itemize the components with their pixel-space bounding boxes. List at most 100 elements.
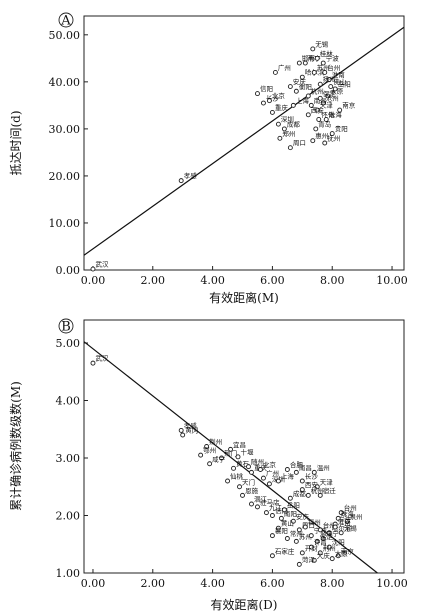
b-data-point: [269, 533, 275, 539]
b-point-label: 潜江: [254, 495, 267, 504]
a-point-label: 岳阳: [338, 79, 351, 88]
b-data-point: [332, 524, 338, 530]
a-point-label: 佛山: [333, 77, 346, 86]
b-data-point: [314, 538, 320, 544]
b-point-label: 成都: [293, 489, 307, 498]
b-data-point: [338, 530, 344, 536]
b-point-label: 驻马店: [260, 497, 280, 506]
a-y-tick-label: 40.00: [49, 76, 81, 89]
b-data-point: [240, 492, 245, 498]
a-y-tick-label: 0.00: [56, 264, 81, 277]
a-point-label: 杭州: [311, 86, 324, 95]
b-data-point: [235, 454, 241, 460]
a-data-point: [316, 117, 322, 122]
a-data-point: [296, 60, 302, 66]
b-data-point: [257, 467, 263, 472]
b-point-label: 天门: [242, 477, 255, 486]
a-data-point: [266, 98, 272, 104]
panel-a-y-ticks: 0.00 10.00 20.00 30.00 40.00 50.00: [49, 29, 88, 277]
a-x-tick-label: 2.00: [141, 274, 166, 287]
a-point-label: 衡阳: [299, 82, 312, 91]
b-point-label: 无锡: [344, 523, 358, 532]
a-data-point: [328, 84, 334, 90]
b-point-label: 宿迁: [323, 486, 337, 495]
b-data-point: [284, 536, 290, 541]
panel-b-letter-text: B: [61, 320, 71, 335]
a-data-point: [322, 140, 328, 146]
a-y-tick-label: 20.00: [49, 170, 81, 183]
a-data-point: [275, 121, 281, 127]
b-point-label: 哈尔滨: [332, 523, 352, 532]
a-data-point: [311, 69, 317, 75]
a-point-label: 武汉: [95, 260, 109, 269]
a-point-label: 孝感: [184, 171, 198, 180]
b-point-label: 大庆: [317, 551, 331, 560]
a-x-tick-label: 10.00: [376, 274, 408, 287]
b-data-point: [302, 524, 308, 530]
b-point-label: 黄石: [236, 459, 250, 468]
b-data-point: [296, 561, 302, 567]
b-data-point: [198, 452, 204, 458]
b-point-label: 常州: [290, 529, 303, 538]
a-point-label: 周口: [293, 139, 306, 147]
a-data-point: [255, 91, 260, 97]
a-point-label: 西安: [311, 105, 325, 114]
panel-b-points: 武汉孝感黄冈荆州宜昌鄂州荆门十堰咸宁黄石随州重庆北京仙桃天门恩施广州深圳上海合肥…: [90, 354, 363, 567]
b-point-label: 荆门: [224, 449, 237, 458]
a-data-point: [178, 178, 184, 184]
panel-b-chart: B 1.00 2.00 3.00 4.00 5.00 0.00 2.00 4.00 6.00 8…: [8, 318, 408, 612]
panel-a-y-axis-title: 抵达时间(d): [9, 110, 23, 175]
b-data-point: [249, 469, 254, 475]
b-point-label: 鄂州: [203, 446, 216, 455]
b-point-label: 荆州: [323, 543, 336, 552]
b-y-tick-label: 3.00: [56, 452, 81, 465]
b-data-point: [296, 527, 302, 533]
b-point-label: 周口: [302, 521, 315, 529]
a-x-tick-label: 0.00: [81, 274, 106, 287]
a-data-point: [320, 100, 326, 106]
b-data-point: [228, 446, 233, 452]
b-data-point: [90, 360, 96, 366]
a-data-point: [260, 100, 266, 106]
a-point-label: 重庆: [275, 103, 289, 112]
b-data-point: [317, 550, 323, 556]
b-data-point: [314, 484, 320, 490]
b-data-point: [299, 550, 305, 556]
b-point-label: 合肥: [290, 460, 304, 469]
b-data-point: [204, 444, 210, 449]
a-data-point: [325, 93, 331, 99]
b-point-label: 恩施: [245, 486, 259, 495]
b-data-point: [308, 544, 314, 550]
b-data-point: [335, 553, 341, 559]
b-data-point: [320, 536, 326, 541]
panel-a-plot-frame: [83, 15, 405, 271]
a-point-label: 贵阳: [335, 124, 348, 133]
b-point-label: 保定: [320, 532, 334, 541]
b-data-point: [311, 557, 317, 563]
a-point-label: 台州: [327, 63, 340, 72]
b-point-label: 信阳: [275, 506, 288, 515]
a-point-label: 邯郸: [302, 55, 316, 63]
b-y-tick-label: 4.00: [56, 395, 81, 408]
panel-a-x-axis-title: 有效距离(M): [209, 290, 279, 305]
b-point-label: 九江: [269, 503, 283, 512]
a-point-label: 北京: [272, 91, 286, 100]
b-data-point: [326, 530, 332, 536]
b-point-label: 南京: [341, 546, 355, 555]
b-data-point: [255, 504, 260, 510]
a-data-point: [310, 46, 316, 52]
b-point-label: 温州: [317, 463, 330, 472]
a-point-label: 天津: [320, 102, 334, 110]
b-point-label: 南昌: [299, 463, 312, 472]
panel-b-y-ticks: 1.00 2.00 3.00 4.00 5.00: [56, 337, 88, 580]
b-data-point: [263, 510, 269, 516]
b-point-label: 苏州: [299, 532, 312, 541]
a-point-label: 抚州: [327, 134, 340, 143]
b-point-label: 石家庄: [275, 546, 295, 555]
b-data-point: [335, 515, 341, 521]
b-y-tick-label: 5.00: [56, 337, 81, 350]
a-data-point: [269, 109, 275, 115]
b-point-label: 十堰: [241, 447, 255, 456]
a-data-point: [317, 81, 323, 87]
b-data-point: [207, 461, 213, 467]
